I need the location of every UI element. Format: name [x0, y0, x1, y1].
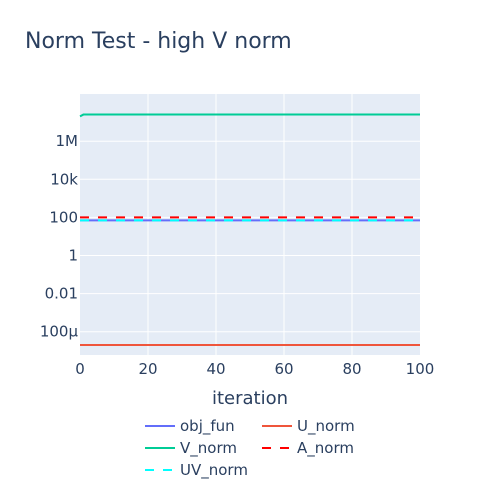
x-tick-label: 80	[342, 360, 361, 378]
y-tick-label: 100	[49, 208, 78, 226]
y-tick-label: 100μ	[40, 323, 79, 341]
legend-item-uv-norm[interactable]: UV_norm	[145, 461, 248, 480]
x-tick-label: 0	[75, 360, 85, 378]
series-lines	[79, 113, 420, 347]
plot-background	[80, 94, 420, 355]
legend-label: V_norm	[180, 439, 237, 458]
legend-item-v-norm[interactable]: V_norm	[145, 439, 237, 458]
y-tick-labels: 100μ 0.01 1 100 10k 1M	[40, 132, 79, 341]
x-tick-label: 40	[206, 360, 225, 378]
chart-title: Norm Test - high V norm	[25, 29, 292, 54]
x-tick-label: 20	[138, 360, 157, 378]
legend-item-a-norm[interactable]: A_norm	[262, 439, 354, 458]
y-tick-label: 10k	[50, 170, 78, 188]
legend-item-obj-fun[interactable]: obj_fun	[145, 417, 235, 436]
y-tick-label: 1M	[56, 132, 79, 150]
x-tick-label: 60	[274, 360, 293, 378]
legend-item-u-norm[interactable]: U_norm	[262, 417, 355, 436]
legend-label: UV_norm	[180, 461, 248, 480]
y-tick-label: 1	[68, 247, 78, 265]
y-tick-label: 0.01	[45, 285, 78, 303]
x-tick-labels: 0 20 40 60 80 100	[75, 360, 434, 378]
series-line-v-norm	[79, 113, 420, 118]
legend-label: obj_fun	[180, 417, 235, 436]
legend-label: U_norm	[297, 417, 355, 436]
x-tick-label: 100	[406, 360, 435, 378]
x-axis-title: iteration	[212, 388, 288, 409]
legend[interactable]: obj_fun U_norm V_norm A_norm UV_norm	[145, 417, 355, 480]
legend-label: A_norm	[297, 439, 354, 458]
